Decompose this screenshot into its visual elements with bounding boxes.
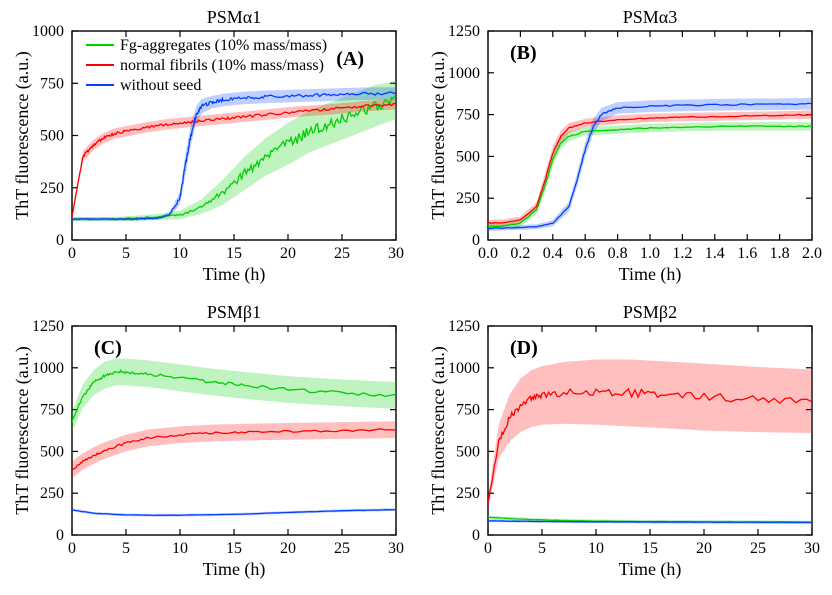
svg-text:750: 750: [40, 402, 64, 419]
svg-text:250: 250: [456, 190, 480, 207]
panel-b: 0.0 0.2 0.4 0.6 0.8 1.0 1.2 1.4 1.6 1.8 2.0 0 250 500…: [426, 5, 822, 290]
panel-c: 0 5 10 15 20 25 30 0 250 500 750 1000 1250 Time (h) Th…: [10, 300, 406, 585]
panel-a: 0 5 10 15 20 25 30 0 250 500 750 1000 Time (h) ThT fl…: [10, 5, 406, 290]
svg-text:0.0: 0.0: [478, 245, 498, 262]
svg-text:Time (h): Time (h): [619, 559, 682, 580]
svg-text:10: 10: [172, 540, 188, 557]
svg-text:25: 25: [750, 540, 766, 557]
svg-text:20: 20: [696, 540, 712, 557]
svg-text:ThT fluorescence (a.u.): ThT fluorescence (a.u.): [428, 346, 449, 515]
svg-text:1.2: 1.2: [672, 245, 692, 262]
svg-text:1000: 1000: [32, 360, 64, 377]
svg-text:1.6: 1.6: [737, 245, 757, 262]
svg-text:(A): (A): [336, 48, 364, 70]
panel-d: 0 5 10 15 20 25 30 0 250 500 750 1000 1250 Time (h) Th…: [426, 300, 822, 585]
svg-text:0: 0: [68, 540, 76, 557]
svg-text:0.8: 0.8: [608, 245, 628, 262]
svg-text:1000: 1000: [32, 23, 64, 40]
svg-text:0.4: 0.4: [543, 245, 563, 262]
svg-text:ThT fluorescence (a.u.): ThT fluorescence (a.u.): [12, 51, 33, 220]
svg-text:750: 750: [456, 107, 480, 124]
svg-text:PSMβ1: PSMβ1: [207, 302, 261, 322]
svg-text:1250: 1250: [32, 318, 64, 335]
svg-text:500: 500: [40, 443, 64, 460]
svg-text:5: 5: [122, 540, 130, 557]
svg-text:1.4: 1.4: [705, 245, 725, 262]
svg-text:15: 15: [226, 245, 242, 262]
svg-text:250: 250: [40, 485, 64, 502]
svg-text:750: 750: [456, 402, 480, 419]
svg-text:1250: 1250: [448, 23, 480, 40]
svg-text:20: 20: [280, 540, 296, 557]
svg-text:ThT fluorescence (a.u.): ThT fluorescence (a.u.): [12, 346, 33, 515]
figure-container: 05101520253002505007501000Time (h)ThT fl…: [0, 0, 832, 595]
svg-text:PSMα1: PSMα1: [207, 7, 261, 27]
svg-text:30: 30: [388, 245, 404, 262]
svg-text:15: 15: [226, 540, 242, 557]
svg-text:1250: 1250: [448, 318, 480, 335]
svg-text:20: 20: [280, 245, 296, 262]
svg-text:Time (h): Time (h): [203, 264, 266, 285]
svg-text:2.0: 2.0: [802, 245, 822, 262]
svg-text:0: 0: [56, 232, 64, 249]
svg-text:500: 500: [456, 443, 480, 460]
svg-text:30: 30: [804, 540, 820, 557]
svg-text:Time (h): Time (h): [619, 264, 682, 285]
svg-text:250: 250: [456, 485, 480, 502]
svg-text:PSMα3: PSMα3: [623, 7, 677, 27]
svg-text:5: 5: [122, 245, 130, 262]
svg-text:(C): (C): [94, 337, 122, 359]
svg-text:without seed: without seed: [120, 77, 201, 94]
svg-text:25: 25: [334, 540, 350, 557]
svg-text:PSMβ2: PSMβ2: [623, 302, 677, 322]
svg-text:normal fibrils (10% mass/mass): normal fibrils (10% mass/mass): [120, 57, 324, 74]
svg-text:0: 0: [68, 245, 76, 262]
svg-text:500: 500: [456, 148, 480, 165]
svg-text:25: 25: [334, 245, 350, 262]
svg-text:0: 0: [484, 540, 492, 557]
svg-text:1000: 1000: [448, 360, 480, 377]
svg-text:ThT fluorescence (a.u.): ThT fluorescence (a.u.): [428, 51, 449, 220]
svg-text:0.2: 0.2: [510, 245, 530, 262]
svg-text:1.8: 1.8: [770, 245, 790, 262]
svg-text:750: 750: [40, 75, 64, 92]
svg-text:Fg-aggregates (10% mass/mass): Fg-aggregates (10% mass/mass): [120, 37, 327, 54]
svg-text:(D): (D): [510, 337, 538, 359]
svg-text:1.0: 1.0: [640, 245, 660, 262]
svg-text:250: 250: [40, 180, 64, 197]
svg-text:(B): (B): [510, 42, 537, 64]
svg-text:1000: 1000: [448, 65, 480, 82]
svg-text:0: 0: [472, 232, 480, 249]
svg-text:Time (h): Time (h): [203, 559, 266, 580]
svg-text:15: 15: [642, 540, 658, 557]
svg-text:30: 30: [388, 540, 404, 557]
svg-text:10: 10: [172, 245, 188, 262]
svg-text:10: 10: [588, 540, 604, 557]
svg-text:0: 0: [56, 527, 64, 544]
svg-text:5: 5: [538, 540, 546, 557]
svg-text:0: 0: [472, 527, 480, 544]
svg-text:500: 500: [40, 128, 64, 145]
svg-text:0.6: 0.6: [575, 245, 595, 262]
